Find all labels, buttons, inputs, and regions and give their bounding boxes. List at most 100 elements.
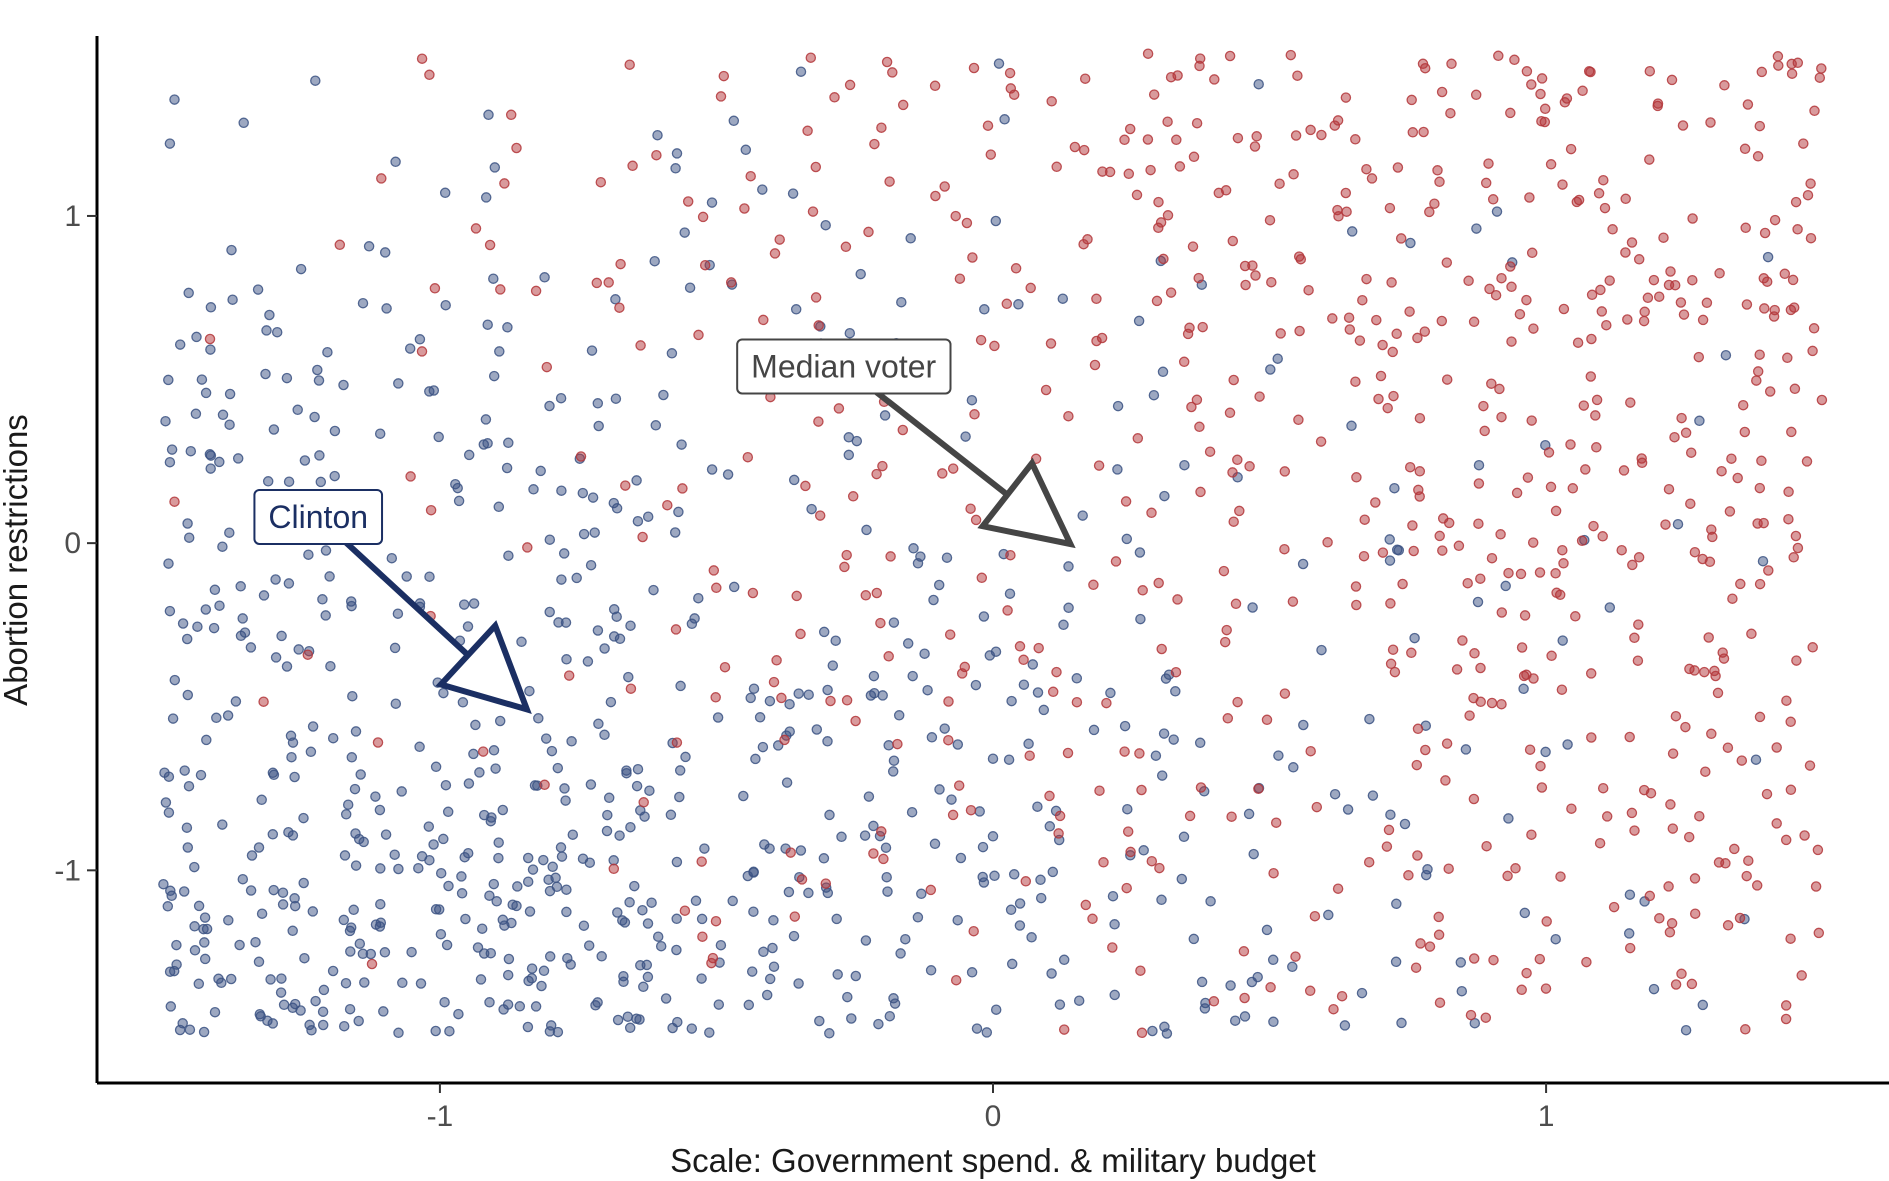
median-voter-label: Median voter bbox=[751, 348, 936, 384]
point-republican bbox=[1226, 811, 1237, 822]
point-democrat bbox=[1077, 510, 1088, 521]
point-democrat bbox=[555, 842, 567, 853]
point-republican bbox=[1195, 486, 1206, 498]
point-republican bbox=[1625, 397, 1636, 408]
point-democrat bbox=[458, 599, 470, 610]
point-republican bbox=[1188, 151, 1200, 163]
point-democrat bbox=[1046, 968, 1057, 979]
point-democrat bbox=[632, 763, 644, 775]
point-republican bbox=[1667, 823, 1679, 834]
point-republican bbox=[1270, 817, 1282, 828]
point-democrat bbox=[1471, 223, 1482, 234]
point-democrat bbox=[539, 272, 550, 283]
point-democrat bbox=[1472, 596, 1484, 608]
point-democrat bbox=[1385, 809, 1396, 820]
point-republican bbox=[1516, 642, 1528, 653]
point-republican bbox=[1387, 346, 1398, 358]
point-democrat bbox=[966, 394, 978, 406]
point-democrat bbox=[746, 966, 758, 977]
point-republican bbox=[372, 737, 384, 748]
point-democrat bbox=[851, 435, 863, 447]
point-democrat bbox=[1248, 848, 1259, 860]
point-republican bbox=[1328, 1003, 1339, 1015]
point-republican bbox=[1780, 834, 1792, 846]
point-republican bbox=[614, 302, 625, 313]
point-democrat bbox=[501, 462, 513, 474]
point-democrat bbox=[497, 804, 509, 816]
point-democrat bbox=[925, 965, 937, 976]
point-republican bbox=[1526, 415, 1537, 426]
point-democrat bbox=[1027, 659, 1039, 670]
point-republican bbox=[1758, 517, 1769, 529]
point-democrat bbox=[946, 794, 957, 805]
point-republican bbox=[758, 314, 769, 326]
point-democrat bbox=[919, 648, 930, 659]
point-republican bbox=[1719, 80, 1730, 91]
point-republican bbox=[1771, 742, 1782, 753]
point-republican bbox=[1082, 234, 1093, 245]
point-democrat bbox=[745, 692, 756, 704]
point-democrat bbox=[222, 710, 234, 721]
point-democrat bbox=[535, 465, 546, 477]
point-republican bbox=[1586, 289, 1598, 301]
point-republican bbox=[1005, 549, 1016, 561]
point-democrat bbox=[1032, 801, 1043, 812]
point-democrat bbox=[764, 973, 776, 985]
point-republican bbox=[1578, 400, 1590, 411]
point-democrat bbox=[452, 482, 463, 494]
point-democrat bbox=[456, 888, 468, 899]
point-republican bbox=[1370, 497, 1381, 508]
point-democrat bbox=[167, 713, 179, 724]
point-republican bbox=[1363, 856, 1375, 868]
point-democrat bbox=[977, 841, 989, 853]
point-democrat bbox=[592, 398, 604, 409]
point-democrat bbox=[214, 456, 225, 468]
point-republican bbox=[608, 863, 620, 875]
point-republican bbox=[947, 463, 959, 474]
point-republican bbox=[1151, 295, 1163, 307]
point-republican bbox=[976, 572, 988, 584]
point-republican bbox=[1515, 568, 1527, 580]
point-democrat bbox=[305, 746, 317, 758]
point-democrat bbox=[1518, 683, 1529, 695]
point-republican bbox=[1123, 168, 1135, 180]
point-democrat bbox=[355, 769, 366, 780]
point-democrat bbox=[585, 559, 597, 571]
point-democrat bbox=[556, 485, 567, 496]
point-republican bbox=[1350, 376, 1361, 387]
point-democrat bbox=[255, 1011, 266, 1022]
point-republican bbox=[982, 120, 994, 131]
point-democrat bbox=[1550, 933, 1561, 945]
point-democrat bbox=[544, 400, 555, 412]
point-republican bbox=[1496, 698, 1507, 710]
point-democrat bbox=[1105, 687, 1116, 699]
point-democrat bbox=[292, 404, 303, 416]
point-republican bbox=[1194, 421, 1205, 433]
point-democrat bbox=[884, 1010, 896, 1022]
point-republican bbox=[1627, 559, 1638, 571]
point-republican bbox=[1633, 254, 1645, 265]
point-democrat bbox=[260, 368, 271, 380]
point-republican bbox=[1224, 50, 1236, 62]
point-republican bbox=[1221, 624, 1232, 636]
point-republican bbox=[769, 248, 781, 259]
point-republican bbox=[868, 848, 879, 859]
point-republican bbox=[1419, 326, 1431, 337]
point-democrat bbox=[345, 922, 357, 933]
point-republican bbox=[1664, 927, 1676, 938]
point-democrat bbox=[414, 334, 426, 345]
point-democrat bbox=[238, 117, 249, 129]
point-democrat bbox=[453, 1008, 464, 1020]
point-democrat bbox=[526, 973, 538, 984]
point-democrat bbox=[1188, 933, 1200, 945]
point-republican bbox=[541, 361, 553, 373]
point-republican bbox=[1045, 338, 1057, 349]
point-democrat bbox=[339, 850, 351, 861]
point-republican bbox=[1051, 666, 1062, 678]
point-democrat bbox=[480, 192, 492, 203]
point-democrat bbox=[1119, 720, 1131, 732]
point-republican bbox=[470, 223, 482, 234]
point-democrat bbox=[1384, 555, 1396, 566]
point-democrat bbox=[224, 388, 236, 400]
point-democrat bbox=[822, 736, 833, 747]
